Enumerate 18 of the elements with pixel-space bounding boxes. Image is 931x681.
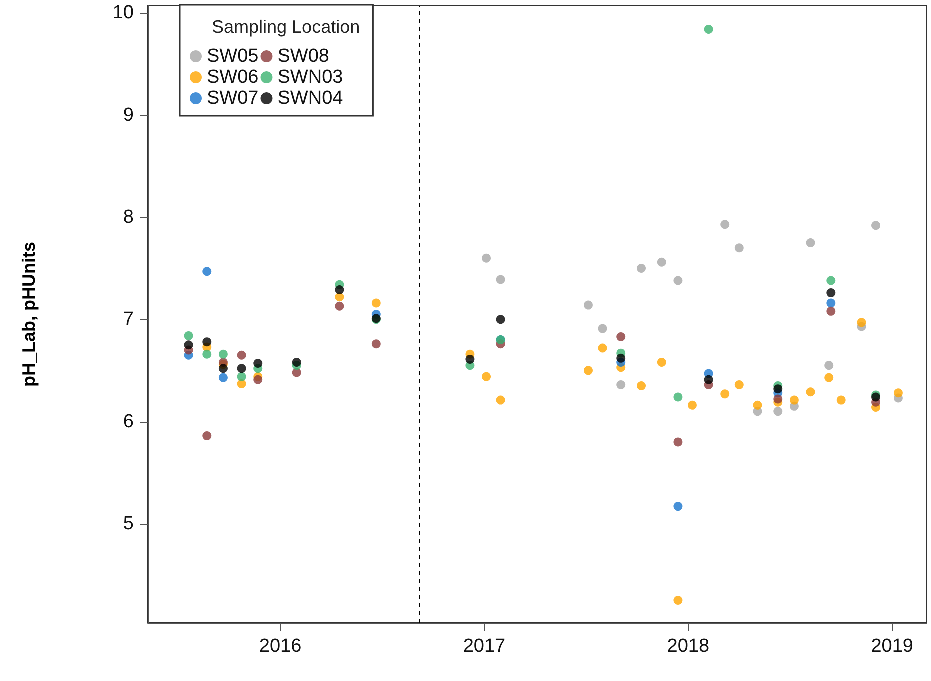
legend-label: SW05 bbox=[207, 46, 259, 67]
legend-label: SWN04 bbox=[278, 88, 344, 109]
legend-label: SW07 bbox=[207, 88, 259, 109]
legend-label: SW06 bbox=[207, 67, 259, 88]
y-axis-title: pH_Lab, pHUnits bbox=[19, 242, 39, 388]
legend-label: SW08 bbox=[278, 46, 330, 67]
y-tick-label: 5 bbox=[123, 513, 134, 534]
y-tick-label: 7 bbox=[123, 309, 134, 330]
x-tick-label: 2017 bbox=[463, 636, 506, 657]
x-tick-label: 2019 bbox=[871, 636, 914, 657]
x-tick-label: 2016 bbox=[259, 636, 302, 657]
y-tick-label: 6 bbox=[123, 411, 134, 432]
y-tick-label: 8 bbox=[123, 206, 134, 228]
y-tick-label: 10 bbox=[112, 2, 134, 24]
legend-title: Sampling Location bbox=[212, 17, 360, 37]
x-tick-label: 2018 bbox=[667, 636, 710, 657]
y-tick-label: 9 bbox=[123, 104, 134, 126]
legend-label: SWN03 bbox=[278, 67, 344, 88]
